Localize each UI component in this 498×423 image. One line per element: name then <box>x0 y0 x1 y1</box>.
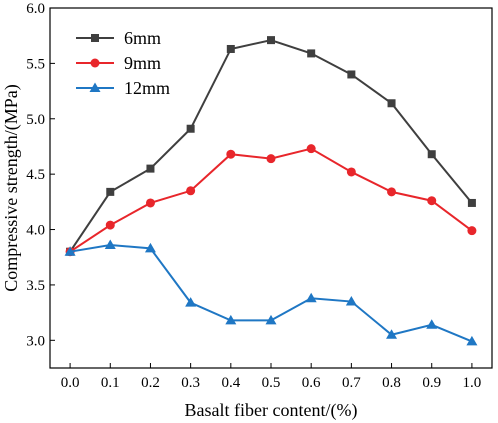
y-tick-label: 3.0 <box>26 333 45 349</box>
x-tick-label: 0.7 <box>342 375 361 391</box>
y-tick-label: 3.5 <box>26 278 45 294</box>
x-tick-label: 0.4 <box>221 375 240 391</box>
data-point <box>265 314 277 325</box>
data-point <box>64 246 76 256</box>
data-point <box>386 329 398 339</box>
x-tick-label: 0.9 <box>422 375 441 391</box>
data-point <box>267 36 275 45</box>
data-point <box>346 167 356 177</box>
data-point <box>106 187 115 196</box>
y-tick-label: 5.5 <box>26 56 45 72</box>
y-axis-title: Compressive strength/(MPa) <box>1 84 22 291</box>
legend-item: 6mm <box>76 28 161 48</box>
x-tick-label: 0.1 <box>101 375 120 391</box>
x-tick-label: 0.6 <box>302 375 321 391</box>
data-point <box>307 49 316 58</box>
y-tick-label: 6.0 <box>26 1 45 17</box>
x-tick-label: 0.5 <box>262 375 281 391</box>
y-tick-label: 4.5 <box>26 167 45 183</box>
data-point <box>305 292 317 303</box>
data-point <box>226 149 236 159</box>
legend-item: 9mm <box>76 53 161 73</box>
data-point <box>426 319 438 329</box>
legend-label: 12mm <box>124 78 170 98</box>
y-tick-label: 5.0 <box>26 112 45 128</box>
x-tick-label: 0.0 <box>61 375 80 391</box>
data-point <box>387 99 396 108</box>
series-12mm <box>64 239 478 346</box>
data-point <box>146 164 155 173</box>
data-point <box>427 150 436 159</box>
legend-label: 9mm <box>124 53 161 73</box>
x-tick-label: 0.8 <box>382 375 401 391</box>
series-9mm <box>65 144 477 257</box>
data-point <box>427 196 437 206</box>
data-point <box>347 70 356 79</box>
data-point <box>186 186 196 196</box>
data-point <box>105 220 115 230</box>
data-point <box>306 144 316 154</box>
series-line <box>69 244 473 343</box>
data-point <box>185 297 197 307</box>
legend-label: 6mm <box>124 28 161 48</box>
data-point <box>467 198 476 207</box>
x-tick-label: 0.3 <box>181 375 200 391</box>
data-point <box>467 226 477 236</box>
x-tick-label: 1.0 <box>463 375 482 391</box>
data-point <box>144 242 156 253</box>
data-point <box>186 124 195 133</box>
data-point <box>226 44 235 53</box>
y-tick-label: 4.0 <box>26 223 45 239</box>
data-point <box>466 335 478 346</box>
legend-marker <box>89 82 101 92</box>
series-6mm <box>66 36 476 256</box>
data-point <box>104 239 116 250</box>
legend-marker <box>90 58 100 68</box>
x-axis-title: Basalt fiber content/(%) <box>185 400 358 421</box>
data-point <box>345 296 357 306</box>
legend-marker <box>91 34 99 42</box>
y-axis-ticks: 3.0 3.5 4.0 4.5 5.0 5.5 6.0 <box>26 1 55 349</box>
legend-item: 12mm <box>76 78 170 98</box>
series-layer <box>64 36 478 346</box>
series-line <box>69 147 473 253</box>
x-axis-ticks: 0.0 0.1 0.2 0.3 0.4 0.5 0.6 0.7 0.8 0.9 1.0 <box>61 363 482 391</box>
data-point <box>387 187 397 197</box>
data-point <box>225 314 237 325</box>
legend: 6mm 9mm 12mm <box>76 28 170 98</box>
data-point <box>145 198 155 208</box>
data-point <box>266 154 276 164</box>
x-tick-label: 0.2 <box>141 375 160 391</box>
